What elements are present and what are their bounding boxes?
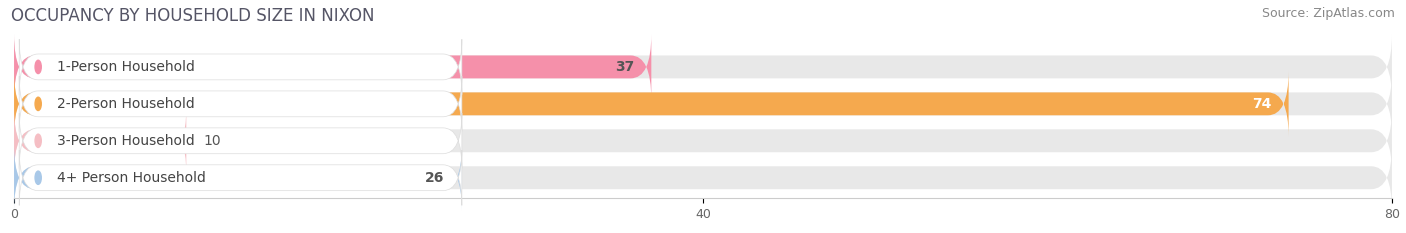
Circle shape	[35, 60, 41, 74]
Text: 37: 37	[614, 60, 634, 74]
Text: 3-Person Household: 3-Person Household	[58, 134, 195, 148]
FancyBboxPatch shape	[14, 108, 186, 174]
FancyBboxPatch shape	[14, 71, 1289, 137]
FancyBboxPatch shape	[14, 145, 1392, 211]
Text: OCCUPANCY BY HOUSEHOLD SIZE IN NIXON: OCCUPANCY BY HOUSEHOLD SIZE IN NIXON	[11, 7, 375, 25]
FancyBboxPatch shape	[20, 113, 463, 168]
Text: Source: ZipAtlas.com: Source: ZipAtlas.com	[1261, 7, 1395, 20]
FancyBboxPatch shape	[20, 150, 463, 206]
Text: 4+ Person Household: 4+ Person Household	[58, 171, 207, 185]
FancyBboxPatch shape	[14, 145, 463, 211]
Text: 74: 74	[1251, 97, 1271, 111]
FancyBboxPatch shape	[14, 34, 651, 100]
FancyBboxPatch shape	[14, 71, 1392, 137]
FancyBboxPatch shape	[14, 108, 1392, 174]
Text: 2-Person Household: 2-Person Household	[58, 97, 195, 111]
FancyBboxPatch shape	[20, 76, 463, 132]
Text: 26: 26	[425, 171, 444, 185]
FancyBboxPatch shape	[20, 39, 463, 95]
Text: 1-Person Household: 1-Person Household	[58, 60, 195, 74]
Circle shape	[35, 134, 41, 147]
Text: 10: 10	[204, 134, 221, 148]
Circle shape	[35, 171, 41, 184]
Circle shape	[35, 97, 41, 110]
FancyBboxPatch shape	[14, 34, 1392, 100]
